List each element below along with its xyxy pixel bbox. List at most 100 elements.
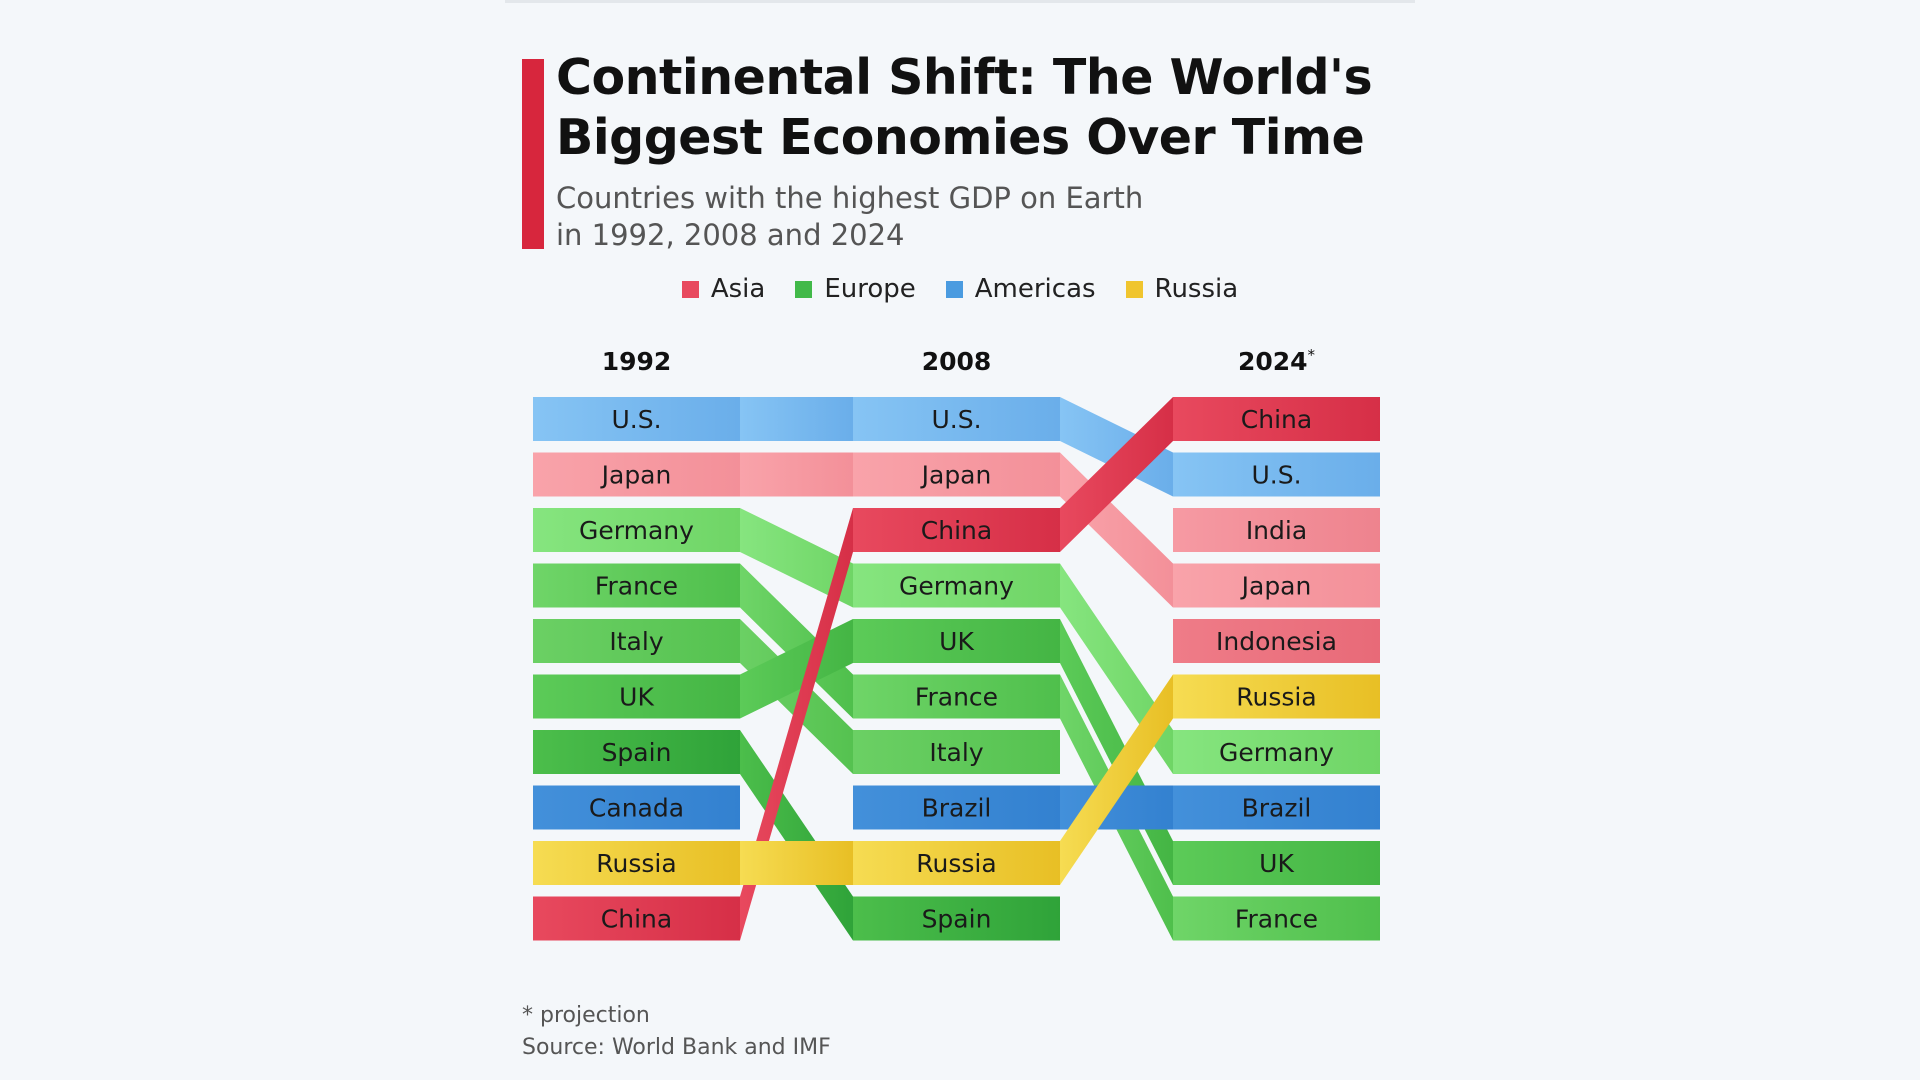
bar-china-2008 bbox=[853, 508, 1060, 552]
projection-asterisk: * bbox=[1308, 346, 1316, 364]
legend-item-americas: Americas bbox=[945, 274, 1096, 304]
label-italy-2008: Italy bbox=[929, 738, 983, 767]
label-italy-1992: Italy bbox=[609, 627, 663, 656]
ribbon-indonesia bbox=[1173, 619, 1380, 663]
bar-indonesia-2024 bbox=[1173, 619, 1380, 663]
connector-japan-1992 bbox=[740, 452, 853, 497]
bar-japan-2024 bbox=[1173, 563, 1380, 608]
bar-russia-2024 bbox=[1173, 674, 1380, 719]
ribbon-u-s bbox=[533, 397, 1380, 497]
bar-china-2024 bbox=[1173, 397, 1380, 441]
footnote-block: * projection Source: World Bank and IMF bbox=[522, 1000, 831, 1064]
label-france-2024: France bbox=[1235, 905, 1318, 934]
label-brazil-2024: Brazil bbox=[1242, 794, 1312, 823]
source-note: Source: World Bank and IMF bbox=[522, 1035, 831, 1060]
label-germany-1992: Germany bbox=[579, 516, 694, 545]
labels-layer: U.S. Japan Germany France Italy UK Spain Canada… bbox=[579, 405, 1337, 934]
column-header-2024: 2024* bbox=[1238, 346, 1316, 376]
bar-brazil-2008 bbox=[853, 785, 1060, 830]
connector-china-2008 bbox=[1060, 397, 1173, 552]
column-header-1992: 1992 bbox=[602, 347, 672, 376]
title-accent-bar bbox=[522, 59, 544, 249]
label-canada-1992: Canada bbox=[589, 794, 684, 823]
label-brazil-2008: Brazil bbox=[922, 794, 992, 823]
bar-u-s-1992 bbox=[533, 397, 740, 441]
label-u-s-1992: U.S. bbox=[611, 405, 661, 434]
column-header-2008: 2008 bbox=[922, 347, 992, 376]
label-u-s-2008: U.S. bbox=[931, 405, 981, 434]
connector-italy-1992 bbox=[740, 619, 853, 774]
bar-brazil-2024 bbox=[1173, 785, 1380, 830]
bar-japan-2008 bbox=[853, 452, 1060, 497]
legend-swatch-asia bbox=[681, 280, 699, 298]
subtitle-line-1: Countries with the highest GDP on Earth bbox=[556, 181, 1144, 215]
connector-russia-1992 bbox=[740, 841, 853, 885]
footnote-projection: * projection bbox=[522, 1003, 650, 1028]
bar-france-1992 bbox=[533, 563, 740, 608]
legend: Asia Europe Americas Russia bbox=[0, 274, 1920, 304]
connector-russia-2008 bbox=[1060, 674, 1173, 885]
bar-japan-1992 bbox=[533, 452, 740, 497]
legend-label-europe: Europe bbox=[824, 274, 916, 304]
label-russia-2008: Russia bbox=[916, 849, 996, 878]
connector-germany-1992 bbox=[740, 508, 853, 608]
ribbon-india bbox=[1173, 508, 1380, 552]
label-india-2024: India bbox=[1246, 516, 1307, 545]
label-germany-2008: Germany bbox=[899, 572, 1014, 601]
legend-label-americas: Americas bbox=[974, 274, 1096, 304]
column-headers: 1992 2008 2024* bbox=[602, 346, 1316, 376]
label-spain-2008: Spain bbox=[922, 905, 992, 934]
ribbon-russia bbox=[533, 674, 1380, 885]
top-divider bbox=[505, 0, 1415, 3]
connector-france-1992 bbox=[740, 563, 853, 719]
bar-spain-2008 bbox=[853, 896, 1060, 941]
label-japan-2024: Japan bbox=[1240, 572, 1312, 601]
connector-china-1992 bbox=[740, 508, 853, 941]
legend-label-russia: Russia bbox=[1154, 274, 1239, 304]
bar-uk-1992 bbox=[533, 674, 740, 719]
label-russia-2024: Russia bbox=[1236, 683, 1316, 712]
bar-india-2024 bbox=[1173, 508, 1380, 552]
bar-italy-1992 bbox=[533, 619, 740, 663]
label-germany-2024: Germany bbox=[1219, 738, 1334, 767]
connector-u-s-1992 bbox=[740, 397, 853, 441]
bar-canada-1992 bbox=[533, 785, 740, 830]
label-china-2024: China bbox=[1241, 405, 1312, 434]
bar-uk-2008 bbox=[853, 619, 1060, 663]
ribbon-canada bbox=[533, 785, 740, 830]
legend-item-asia: Asia bbox=[681, 274, 765, 304]
ribbons-layer bbox=[533, 397, 1380, 941]
bar-uk-2024 bbox=[1173, 841, 1380, 885]
label-indonesia-2024: Indonesia bbox=[1216, 627, 1337, 656]
connector-u-s-2008 bbox=[1060, 397, 1173, 497]
bar-spain-1992 bbox=[533, 730, 740, 774]
chart-title: Continental Shift: The World's Biggest E… bbox=[556, 49, 1373, 166]
label-china-2008: China bbox=[921, 516, 992, 545]
bar-france-2008 bbox=[853, 674, 1060, 719]
ribbon-italy bbox=[533, 619, 1060, 774]
legend-swatch-russia bbox=[1125, 280, 1143, 298]
label-france-2008: France bbox=[915, 683, 998, 712]
ribbon-spain bbox=[533, 730, 1060, 941]
label-spain-1992: Spain bbox=[602, 738, 672, 767]
bar-china-1992 bbox=[533, 896, 740, 941]
bar-italy-2008 bbox=[853, 730, 1060, 774]
legend-item-russia: Russia bbox=[1125, 274, 1239, 304]
label-japan-1992: Japan bbox=[600, 461, 672, 490]
label-france-1992: France bbox=[595, 572, 678, 601]
chart-subtitle: Countries with the highest GDP on Earth … bbox=[556, 180, 1176, 254]
legend-item-europe: Europe bbox=[795, 274, 916, 304]
ribbon-brazil bbox=[853, 785, 1380, 830]
bar-germany-2008 bbox=[853, 563, 1060, 608]
label-u-s-2024: U.S. bbox=[1251, 461, 1301, 490]
bar-france-2024 bbox=[1173, 896, 1380, 941]
connector-spain-1992 bbox=[740, 730, 853, 941]
label-uk-1992: UK bbox=[619, 683, 654, 712]
legend-swatch-americas bbox=[945, 280, 963, 298]
bar-germany-1992 bbox=[533, 508, 740, 552]
label-japan-2008: Japan bbox=[920, 461, 992, 490]
label-uk-2024: UK bbox=[1259, 849, 1294, 878]
legend-swatch-europe bbox=[795, 280, 813, 298]
subtitle-line-2: in 1992, 2008 and 2024 bbox=[556, 218, 905, 252]
